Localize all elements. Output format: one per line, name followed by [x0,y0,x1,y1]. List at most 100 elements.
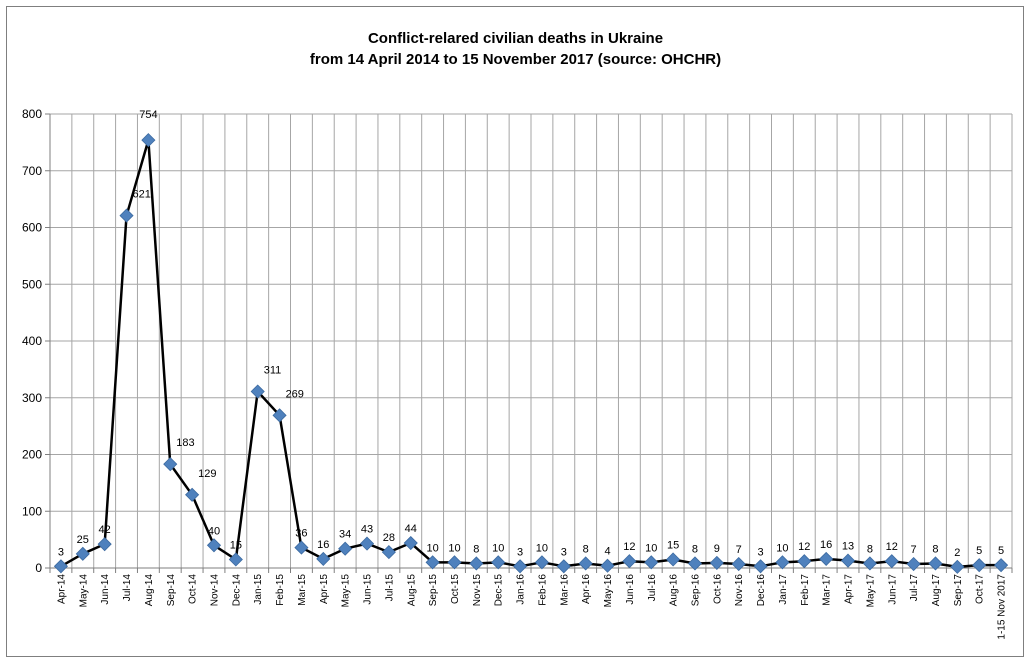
data-label: 754 [139,109,157,121]
gridlines [50,113,1013,568]
data-point-marker [884,554,899,569]
x-tick-label: Mar-16 [559,574,570,606]
data-point-marker [775,555,790,570]
data-label: 9 [714,543,720,555]
data-label: 2 [954,547,960,559]
y-tick-label: 300 [22,391,42,405]
data-label: 8 [867,543,873,555]
data-point-marker [950,559,965,574]
data-label: 15 [230,539,242,551]
x-tick-label: Aug-16 [669,574,680,607]
data-label: 8 [692,543,698,555]
data-point-marker [359,536,375,551]
data-label: 5 [998,545,1004,557]
data-label: 43 [361,524,373,536]
chart-title-line-1: Conflict-relared civilian deaths in Ukra… [367,30,664,47]
data-label: 3 [517,546,523,558]
x-tick-label: Jan-16 [516,574,527,605]
data-point-marker [447,555,462,570]
x-tick-label: Oct-17 [975,574,986,604]
x-tick-label: 1-15 Nov 2017 [997,574,1008,640]
x-tick-label: Feb-15 [275,574,286,606]
data-point-marker [797,554,812,569]
data-label: 10 [492,542,504,554]
data-label: 40 [208,525,220,537]
data-point-marker [425,555,440,570]
data-label: 15 [667,539,679,551]
data-label: 183 [176,437,194,449]
x-tick-label: Nov-14 [209,574,220,607]
data-label: 129 [198,468,216,480]
x-tick-label: Sep-17 [953,574,964,607]
data-label: 12 [623,541,635,553]
data-point-marker [206,538,222,553]
data-label: 3 [561,546,567,558]
x-tick-label: Mar-17 [822,574,833,606]
data-label: 16 [317,539,329,551]
data-point-marker [469,556,484,571]
data-label: 311 [264,365,282,377]
data-label: 7 [911,544,917,556]
y-tick-label: 600 [22,221,42,235]
data-point-marker [316,551,331,566]
chart-title: Conflict-relared civilian deaths in Ukra… [0,28,1031,70]
data-point-marker [163,457,178,472]
data-label: 8 [932,543,938,555]
x-tick-label: Sep-15 [428,574,439,607]
x-tick-label: Apr-16 [581,574,592,604]
x-tick-label: Dec-14 [231,574,242,607]
data-label: 16 [820,539,832,551]
x-tick-label: Feb-16 [537,574,548,606]
x-tick-label: Apr-15 [319,574,330,604]
data-label: 10 [426,542,438,554]
data-label: 8 [583,543,589,555]
data-point-marker [906,556,921,572]
y-tick-label: 100 [22,504,42,518]
data-label: 12 [798,541,810,553]
x-tick-label: Jul-16 [647,574,658,602]
x-tick-label: Aug-17 [931,574,942,607]
x-tick-label: May-14 [78,574,89,608]
data-label: 5 [976,545,982,557]
data-label: 28 [383,532,395,544]
data-label: 36 [295,528,307,540]
x-tick-label: Feb-17 [800,574,811,606]
data-point-marker [622,554,637,569]
data-label: 13 [842,541,854,553]
x-tick-label: May-16 [603,574,614,608]
data-point-marker [928,556,943,571]
data-label: 7 [736,544,742,556]
x-tick-label: Nov-16 [734,574,745,607]
data-point-marker [403,535,418,551]
y-tick-label: 500 [22,277,42,291]
x-tick-label: Aug-15 [406,574,417,607]
y-axis-tick-labels: 0 100 200 300 400 500 600 700 800 [22,107,42,575]
x-tick-label: Apr-17 [844,574,855,604]
data-point-marker [644,555,659,570]
x-tick-label: Dec-16 [756,574,767,607]
data-point-marker [840,553,856,568]
x-tick-label: Nov-15 [472,574,483,607]
data-point-marker [294,540,309,555]
data-point-marker [491,555,506,570]
x-tick-label: Jan-15 [253,574,264,605]
data-label: 10 [448,542,460,554]
data-point-marker [338,541,353,556]
x-tick-label: Dec-15 [494,574,505,607]
x-tick-label: Oct-16 [712,574,723,604]
data-label: 269 [286,388,304,400]
x-axis-tick-labels: Apr-14 May-14 Jun-14 Jul-14 Aug-14 Sep-14 Oct-… [56,574,1007,640]
x-tick-label: Jun-15 [363,574,374,605]
data-point-marker [600,558,615,573]
data-point-marker [972,558,987,573]
data-label: 10 [776,542,788,554]
x-tick-label: Jan-17 [778,574,789,605]
x-tick-label: Sep-14 [166,574,177,607]
data-point-marker [381,545,396,560]
data-point-marker [53,559,68,574]
data-label: 25 [77,534,89,546]
y-tick-label: 800 [22,107,42,121]
data-label: 34 [339,529,351,541]
data-point-marker [731,556,746,572]
